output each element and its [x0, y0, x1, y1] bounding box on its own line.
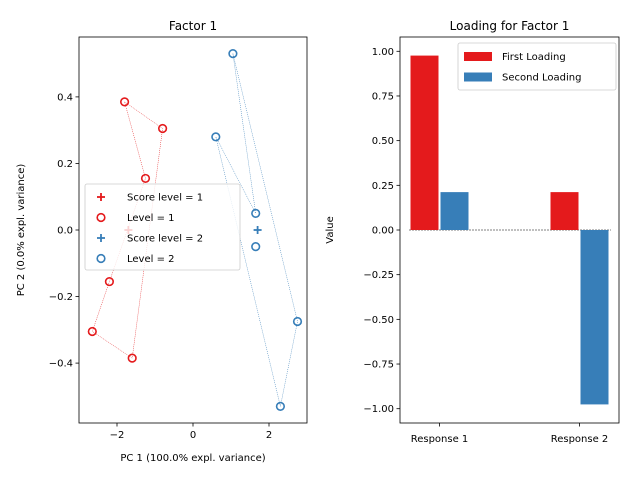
- x-tick-label: −2: [110, 430, 125, 441]
- data-point: [127, 353, 137, 363]
- data-point: [251, 208, 261, 218]
- y-tick-label: 0.2: [57, 159, 73, 170]
- chart-title: Factor 1: [169, 19, 217, 33]
- bar-panel: −1.00 −0.75 −0.50 −0.25 0.00 0.25 0.50 0.75 1.00…: [325, 19, 620, 445]
- legend-item: Score level = 1: [97, 193, 203, 204]
- x-tick-label: 0: [190, 430, 196, 441]
- legend: Score level = 1 Level = 1 Score level = 2 L…: [84, 183, 241, 271]
- legend-item: Level = 2: [96, 253, 175, 265]
- data-point: [104, 276, 114, 287]
- legend-item: Level = 1: [96, 212, 175, 224]
- data-point: [119, 97, 130, 107]
- data-point: [87, 326, 97, 337]
- legend-item: Second Loading: [464, 72, 581, 84]
- legend-item: First Loading: [464, 52, 566, 63]
- y-axis-label: Value: [325, 216, 336, 243]
- legend-label: Level = 1: [127, 213, 175, 224]
- y-tick-label: 0.50: [372, 136, 394, 147]
- y-tick-label: 0.00: [372, 226, 394, 237]
- y-tick-label: 0.0: [57, 226, 73, 237]
- data-point: [140, 173, 151, 184]
- y-tick-label: −0.4: [49, 359, 73, 370]
- data-point: [275, 401, 286, 411]
- legend-label: Score level = 1: [127, 193, 203, 204]
- y-tick-label: −0.75: [363, 360, 394, 371]
- hull-outline-level-1: [92, 101, 163, 359]
- bar: [550, 192, 579, 230]
- legend: First Loading Second Loading: [457, 42, 617, 91]
- legend-label: Second Loading: [502, 73, 581, 84]
- chart-title: Loading for Factor 1: [450, 19, 570, 33]
- x-axis-label: PC 1 (100.0% expl. variance): [120, 453, 265, 464]
- y-tick-label: 0.4: [57, 92, 73, 103]
- legend-label: Level = 2: [127, 254, 175, 265]
- data-point: [228, 49, 238, 59]
- data-point: [251, 242, 261, 252]
- hull-outline-level-2: [215, 53, 298, 407]
- x-tick-label: Response 2: [551, 434, 609, 445]
- data-point: [211, 132, 221, 142]
- x-tick-label: 2: [266, 430, 272, 441]
- y-tick-label: 0.25: [372, 181, 394, 192]
- y-tick-label: 1.00: [372, 47, 394, 58]
- x-tick-label: Response 1: [411, 434, 469, 445]
- y-tick-label: −1.00: [363, 404, 394, 415]
- y-tick-label: −0.25: [363, 270, 394, 281]
- legend-label: Score level = 2: [127, 234, 203, 245]
- data-point: [292, 316, 303, 327]
- y-tick-label: −0.2: [49, 292, 73, 303]
- y-tick-label: 0.75: [372, 91, 394, 102]
- score-point: [253, 226, 262, 234]
- bar: [440, 192, 469, 230]
- legend-item: Score level = 2: [97, 234, 203, 245]
- scatter-panel: −2 0 2 −0.4 −0.2 0.0 0.2 0.4 Factor 1 PC 1 (100.0…: [16, 19, 308, 464]
- y-tick-label: −0.50: [363, 315, 394, 326]
- data-point: [158, 123, 168, 134]
- bar: [580, 230, 609, 405]
- legend-label: First Loading: [502, 52, 566, 63]
- y-axis-label: PC 2 (0.0% expl. variance): [16, 164, 27, 297]
- bar: [410, 55, 439, 230]
